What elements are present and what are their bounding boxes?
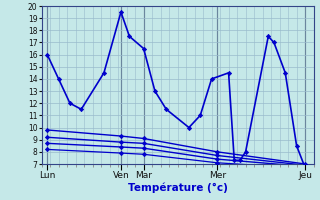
X-axis label: Température (°c): Température (°c) <box>128 183 228 193</box>
